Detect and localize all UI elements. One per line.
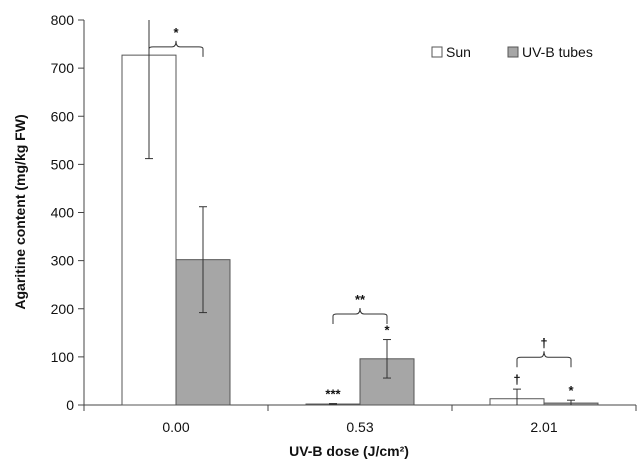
legend: Sun UV-B tubes bbox=[431, 44, 593, 60]
y-tick-label: 200 bbox=[51, 301, 75, 317]
error-bars bbox=[145, 20, 575, 406]
y-tick-label: 600 bbox=[51, 108, 75, 124]
significance-mark: *** bbox=[325, 387, 341, 402]
y-tick-label: 800 bbox=[51, 12, 75, 28]
x-axis-title: UV-B dose (J/cm²) bbox=[289, 443, 409, 459]
legend-label-uvb-tubes: UV-B tubes bbox=[522, 44, 593, 60]
legend-swatch-sun bbox=[431, 46, 443, 58]
y-tick-label: 0 bbox=[66, 397, 74, 413]
legend-swatch-uvb-tubes bbox=[507, 46, 519, 58]
significance-mark: † bbox=[513, 372, 520, 387]
bracket-label: * bbox=[173, 25, 179, 40]
comparison-bracket bbox=[332, 307, 388, 324]
bracket-label: † bbox=[540, 335, 547, 350]
y-tick-label: 500 bbox=[51, 156, 75, 172]
x-tick-label: 0.53 bbox=[346, 419, 373, 435]
y-tick-label: 400 bbox=[51, 205, 75, 221]
y-axis-title: Agaritine content (mg/kg FW) bbox=[12, 114, 28, 309]
x-tick-label: 2.01 bbox=[530, 419, 557, 435]
x-tick-label: 0.00 bbox=[162, 419, 189, 435]
significance-mark: * bbox=[384, 323, 390, 338]
comparison-bracket bbox=[516, 351, 572, 368]
comparison-bracket bbox=[148, 40, 204, 57]
x-axis: 0.00 0.53 2.01 bbox=[83, 404, 637, 435]
bars bbox=[121, 54, 599, 406]
bracket-label: ** bbox=[355, 292, 366, 307]
y-axis: 0 100 200 300 400 500 600 700 800 bbox=[51, 12, 85, 413]
y-tick-label: 300 bbox=[51, 253, 75, 269]
significance-marks: *** † * * bbox=[325, 323, 574, 402]
legend-label-sun: Sun bbox=[446, 44, 471, 60]
y-tick-label: 700 bbox=[51, 60, 75, 76]
significance-mark: * bbox=[568, 383, 574, 398]
y-tick-label: 100 bbox=[51, 349, 75, 365]
